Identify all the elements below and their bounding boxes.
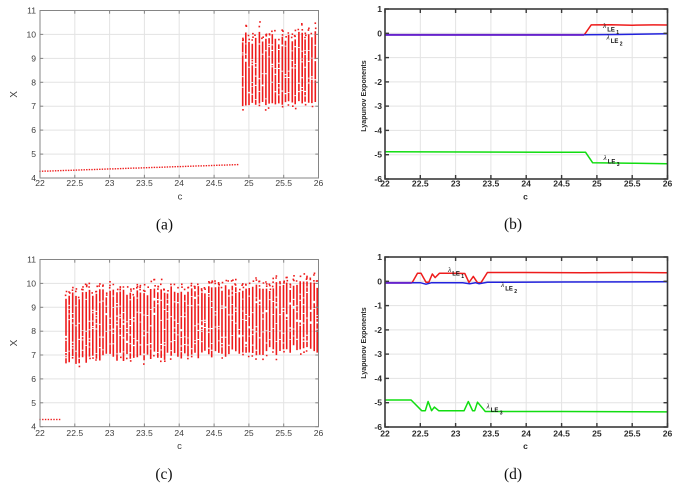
- svg-text:Lyapunov Exponents: Lyapunov Exponents: [360, 307, 368, 379]
- svg-text:10: 10: [26, 278, 36, 288]
- svg-text:24: 24: [174, 428, 184, 438]
- svg-text:1: 1: [461, 274, 464, 280]
- svg-text:23.5: 23.5: [136, 178, 153, 188]
- svg-text:9: 9: [31, 302, 36, 312]
- svg-text:λ: λ: [486, 402, 491, 411]
- svg-text:22.5: 22.5: [412, 179, 429, 189]
- svg-text:7: 7: [31, 350, 36, 360]
- svg-text:c: c: [177, 441, 182, 452]
- svg-text:24: 24: [521, 179, 531, 189]
- svg-text:23.5: 23.5: [136, 428, 153, 438]
- svg-text:22.5: 22.5: [66, 428, 83, 438]
- svg-text:26: 26: [663, 179, 673, 189]
- svg-text:22: 22: [380, 429, 390, 439]
- svg-text:26: 26: [314, 178, 324, 188]
- svg-text:23: 23: [105, 178, 115, 188]
- svg-text:LE: LE: [491, 408, 499, 414]
- svg-text:6: 6: [31, 374, 36, 384]
- svg-text:-5: -5: [374, 150, 382, 160]
- svg-text:-1: -1: [374, 301, 382, 311]
- svg-text:-2: -2: [374, 77, 382, 87]
- svg-text:0: 0: [377, 276, 382, 286]
- svg-text:λ: λ: [606, 33, 611, 42]
- svg-text:1: 1: [377, 4, 382, 14]
- svg-text:26: 26: [663, 429, 673, 439]
- svg-text:-6: -6: [374, 422, 382, 432]
- svg-text:11: 11: [27, 255, 36, 265]
- svg-text:-3: -3: [374, 349, 382, 359]
- svg-text:25.5: 25.5: [624, 179, 641, 189]
- svg-text:(c): (c): [155, 466, 172, 483]
- svg-text:-6: -6: [374, 174, 382, 184]
- svg-text:22: 22: [380, 179, 390, 189]
- svg-text:8: 8: [31, 77, 36, 87]
- svg-text:λ: λ: [500, 280, 505, 289]
- svg-text:-5: -5: [374, 398, 382, 408]
- svg-text:24.5: 24.5: [206, 178, 223, 188]
- svg-text:24: 24: [174, 178, 184, 188]
- svg-text:c: c: [523, 192, 528, 202]
- svg-text:2: 2: [620, 42, 623, 48]
- svg-text:(d): (d): [504, 466, 522, 483]
- svg-text:2: 2: [514, 289, 517, 295]
- svg-text:22: 22: [35, 178, 45, 188]
- svg-text:-3: -3: [374, 101, 382, 111]
- svg-text:LE: LE: [608, 160, 616, 166]
- svg-text:c: c: [523, 441, 528, 451]
- svg-text:26: 26: [314, 428, 324, 438]
- svg-text:25.5: 25.5: [275, 428, 292, 438]
- svg-text:LE: LE: [452, 272, 460, 278]
- svg-text:LE: LE: [611, 39, 619, 45]
- svg-text:4: 4: [31, 422, 36, 432]
- svg-text:LE: LE: [505, 287, 513, 293]
- svg-text:25: 25: [592, 179, 602, 189]
- svg-text:10: 10: [26, 29, 36, 39]
- svg-text:24: 24: [521, 429, 531, 439]
- svg-text:-1: -1: [374, 53, 382, 63]
- svg-text:X: X: [9, 339, 20, 346]
- svg-text:λ: λ: [602, 21, 607, 30]
- svg-text:Lyapunov Exponents: Lyapunov Exponents: [360, 60, 368, 132]
- svg-text:8: 8: [31, 326, 36, 336]
- svg-text:23.5: 23.5: [483, 179, 500, 189]
- svg-text:6: 6: [31, 125, 36, 135]
- svg-text:23: 23: [105, 428, 115, 438]
- svg-text:c: c: [178, 192, 183, 203]
- svg-text:23: 23: [451, 429, 461, 439]
- svg-text:25.5: 25.5: [275, 178, 292, 188]
- svg-text:22: 22: [35, 428, 45, 438]
- svg-text:X: X: [9, 91, 20, 98]
- svg-text:25: 25: [244, 428, 254, 438]
- svg-text:-4: -4: [374, 125, 382, 135]
- svg-text:5: 5: [31, 149, 36, 159]
- svg-text:-2: -2: [374, 325, 382, 335]
- svg-text:1: 1: [616, 30, 619, 36]
- svg-text:4: 4: [31, 173, 36, 183]
- svg-text:-4: -4: [374, 373, 382, 383]
- svg-text:λ: λ: [603, 153, 608, 162]
- svg-text:22.5: 22.5: [412, 429, 429, 439]
- svg-text:11: 11: [27, 6, 36, 16]
- svg-text:1: 1: [377, 252, 382, 262]
- svg-text:24.5: 24.5: [206, 428, 223, 438]
- svg-text:23.5: 23.5: [483, 429, 500, 439]
- svg-text:25: 25: [592, 429, 602, 439]
- svg-text:25.5: 25.5: [624, 429, 641, 439]
- svg-text:24.5: 24.5: [553, 429, 570, 439]
- svg-text:λ: λ: [447, 265, 452, 274]
- svg-text:3: 3: [617, 162, 620, 168]
- svg-text:(b): (b): [504, 216, 522, 233]
- svg-text:9: 9: [31, 53, 36, 63]
- svg-text:LE: LE: [607, 28, 615, 34]
- svg-text:(a): (a): [156, 217, 173, 234]
- svg-text:0: 0: [377, 28, 382, 38]
- svg-text:7: 7: [31, 101, 36, 111]
- svg-text:22.5: 22.5: [66, 178, 83, 188]
- svg-text:3: 3: [500, 411, 503, 417]
- svg-text:24.5: 24.5: [553, 179, 570, 189]
- svg-text:23: 23: [451, 179, 461, 189]
- svg-text:5: 5: [31, 398, 36, 408]
- svg-text:25: 25: [244, 178, 254, 188]
